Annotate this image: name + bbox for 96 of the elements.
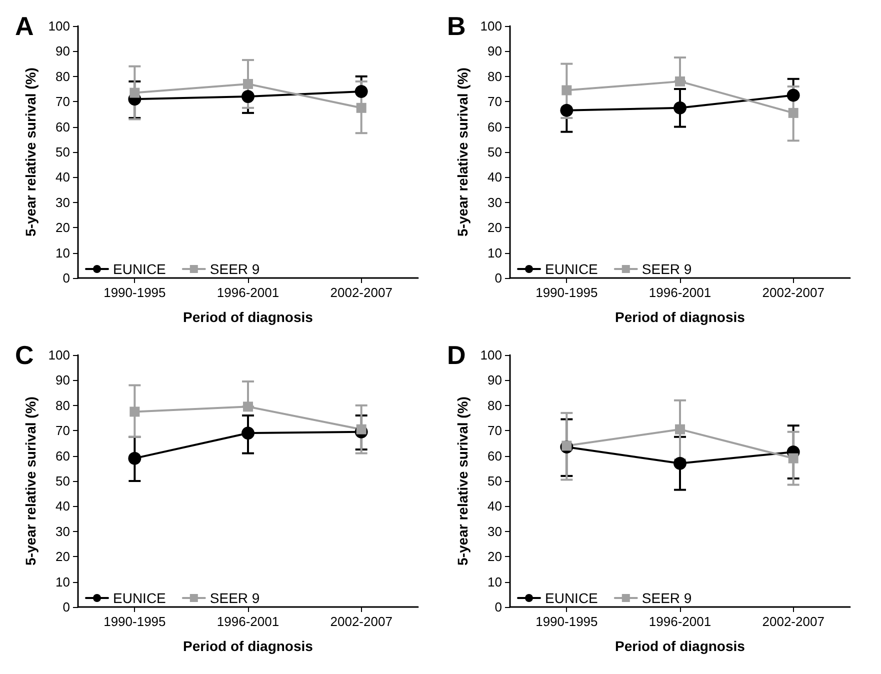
x-axis-title: Period of diagnosis bbox=[615, 309, 746, 325]
chart-title: D bbox=[447, 340, 466, 370]
y-tick-label: 10 bbox=[56, 245, 70, 260]
y-tick-label: 20 bbox=[56, 549, 70, 564]
legend-label: SEER 9 bbox=[210, 590, 260, 606]
point bbox=[243, 78, 253, 89]
y-tick-label: 70 bbox=[56, 423, 70, 438]
point bbox=[560, 104, 574, 117]
point bbox=[356, 102, 366, 113]
legend-label: EUNICE bbox=[113, 590, 166, 606]
y-tick-label: 40 bbox=[488, 170, 502, 185]
y-tick-label: 60 bbox=[488, 448, 502, 464]
y-tick-label: 20 bbox=[488, 220, 502, 236]
y-tick-label: 10 bbox=[56, 574, 70, 590]
y-tick-label: 30 bbox=[56, 524, 70, 539]
chart-title: B bbox=[447, 11, 466, 41]
x-tick-label: 2002-2007 bbox=[762, 614, 824, 629]
y-tick-label: 100 bbox=[48, 18, 70, 34]
point bbox=[354, 85, 368, 98]
y-tick-label: 80 bbox=[488, 68, 502, 84]
y-tick-label: 60 bbox=[488, 119, 502, 134]
legend-label: EUNICE bbox=[545, 590, 598, 606]
y-tick-label: 70 bbox=[488, 94, 502, 110]
point bbox=[242, 426, 254, 440]
x-tick-label: 1990-1995 bbox=[536, 285, 598, 300]
y-tick-label: 20 bbox=[488, 549, 502, 564]
legend-label: SEER 9 bbox=[210, 261, 260, 277]
legend-label: EUNICE bbox=[113, 261, 166, 277]
y-tick-label: 80 bbox=[56, 398, 70, 413]
y-tick-label: 50 bbox=[56, 144, 70, 160]
y-axis-title: 5-year relative surival (%) bbox=[22, 68, 38, 236]
y-tick-label: 80 bbox=[488, 398, 502, 413]
point bbox=[130, 88, 140, 98]
y-tick-label: 90 bbox=[56, 44, 70, 59]
y-axis-title: 5-year relative surival (%) bbox=[454, 396, 470, 566]
y-tick-label: 100 bbox=[48, 348, 70, 362]
x-tick-label: 1996-2001 bbox=[216, 285, 280, 300]
point bbox=[562, 85, 572, 96]
y-tick-label: 100 bbox=[480, 348, 502, 362]
x-tick-label: 1990-1995 bbox=[104, 285, 166, 300]
x-tick-label: 1990-1995 bbox=[104, 614, 166, 629]
x-tick-label: 1990-1995 bbox=[536, 614, 598, 629]
y-tick-label: 50 bbox=[488, 144, 502, 160]
legend-label: SEER 9 bbox=[642, 590, 692, 606]
y-tick-label: 50 bbox=[56, 474, 70, 488]
y-tick-label: 70 bbox=[56, 94, 70, 110]
y-tick-label: 70 bbox=[488, 423, 502, 438]
x-tick-label: 2002-2007 bbox=[762, 285, 824, 300]
y-axis-title: 5-year relative surival (%) bbox=[454, 68, 470, 236]
point bbox=[788, 453, 798, 464]
y-tick-label: 40 bbox=[56, 498, 70, 514]
x-tick-label: 2002-2007 bbox=[330, 614, 392, 629]
y-tick-label: 100 bbox=[480, 18, 502, 34]
x-tick-label: 1996-2001 bbox=[216, 614, 280, 629]
x-axis-title: Period of diagnosis bbox=[183, 638, 314, 654]
chart-title: A bbox=[15, 11, 34, 41]
y-tick-label: 0 bbox=[494, 270, 502, 286]
point bbox=[128, 452, 142, 465]
y-tick-label: 40 bbox=[56, 170, 70, 185]
y-tick-label: 80 bbox=[56, 68, 70, 84]
y-tick-label: 0 bbox=[62, 270, 70, 286]
point bbox=[788, 108, 798, 118]
x-axis-title: Period of diagnosis bbox=[183, 309, 314, 325]
point bbox=[243, 402, 253, 412]
y-tick-label: 0 bbox=[494, 600, 502, 614]
point bbox=[674, 101, 686, 114]
y-tick-label: 30 bbox=[56, 194, 70, 210]
y-tick-label: 60 bbox=[56, 448, 70, 464]
point bbox=[675, 424, 685, 434]
y-tick-label: 90 bbox=[488, 372, 502, 388]
point bbox=[675, 76, 685, 86]
x-tick-label: 1996-2001 bbox=[648, 614, 712, 629]
legend-label: EUNICE bbox=[545, 261, 598, 277]
x-tick-label: 1996-2001 bbox=[648, 285, 712, 300]
legend-label: SEER 9 bbox=[642, 261, 692, 277]
y-tick-label: 30 bbox=[488, 194, 502, 210]
y-tick-label: 10 bbox=[488, 245, 502, 260]
x-axis-title: Period of diagnosis bbox=[615, 638, 746, 654]
y-tick-label: 90 bbox=[56, 372, 70, 388]
point bbox=[786, 88, 800, 102]
y-axis-title: 5-year relative surival (%) bbox=[22, 396, 38, 566]
y-tick-label: 90 bbox=[488, 44, 502, 59]
point bbox=[130, 406, 140, 417]
y-tick-label: 10 bbox=[488, 574, 502, 590]
y-tick-label: 20 bbox=[56, 220, 70, 236]
y-tick-label: 50 bbox=[488, 474, 502, 488]
point bbox=[356, 424, 366, 434]
point bbox=[562, 440, 572, 451]
chart-title: C bbox=[15, 340, 34, 370]
y-tick-label: 0 bbox=[62, 600, 70, 614]
point bbox=[674, 456, 686, 470]
point bbox=[242, 90, 254, 104]
y-tick-label: 40 bbox=[488, 498, 502, 514]
y-tick-label: 30 bbox=[488, 524, 502, 539]
x-tick-label: 2002-2007 bbox=[330, 285, 392, 300]
y-tick-label: 60 bbox=[56, 119, 70, 134]
